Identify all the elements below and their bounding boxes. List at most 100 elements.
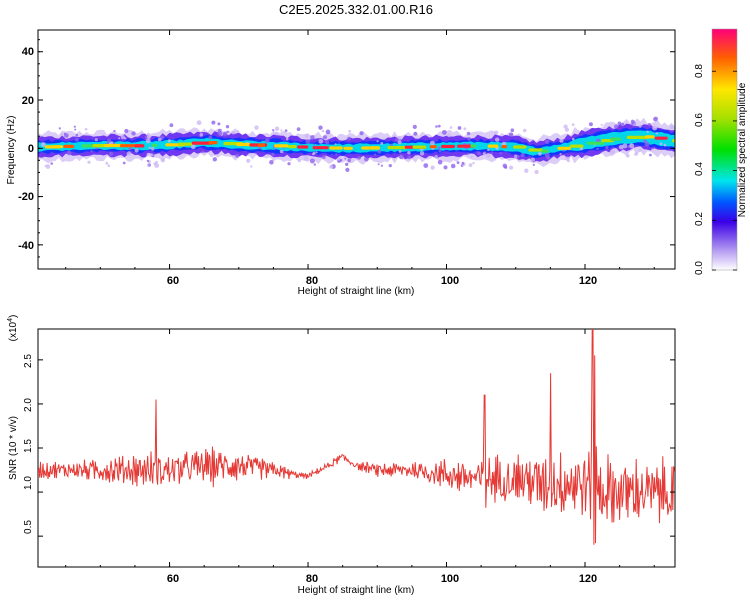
band-speckle: [509, 165, 514, 170]
band-speckle: [614, 124, 619, 129]
band-speckle: [312, 153, 315, 156]
colorbar-tick-0.6: 0.6: [694, 113, 705, 127]
bottom-xtick-100: 100: [441, 573, 459, 585]
snr-frame: [37, 328, 676, 568]
band-speckle: [629, 143, 635, 149]
band-speckle: [211, 120, 216, 125]
bottom-y-axis-label: SNR (10 * v/v): [8, 416, 19, 480]
band-speckle: [318, 125, 323, 130]
band-speckle: [284, 129, 288, 132]
bottom-ytick-1.5: 1.5: [23, 439, 34, 453]
band-speckle: [222, 131, 228, 137]
band-core-segment: [288, 145, 297, 149]
top-xtick-120: 120: [579, 275, 597, 287]
band-speckle: [304, 133, 309, 139]
band-core-segment: [654, 136, 668, 140]
band-speckle: [663, 143, 667, 147]
band-speckle: [472, 161, 475, 165]
bottom-xtick-80: 80: [306, 573, 318, 585]
bottom-ytick-2.5: 2.5: [23, 354, 34, 368]
band-speckle: [626, 153, 630, 158]
band-speckle: [470, 155, 473, 158]
band-speckle: [160, 158, 165, 163]
band-speckle: [347, 136, 351, 141]
band-core-segment: [441, 144, 455, 149]
band-speckle: [167, 139, 171, 143]
band-speckle: [407, 151, 411, 155]
band-speckle: [485, 153, 491, 159]
band-speckle: [122, 161, 126, 165]
band-speckle: [274, 131, 279, 136]
band-speckle: [226, 130, 229, 133]
band-speckle: [74, 137, 79, 142]
band-core-segment: [387, 146, 408, 150]
top-ytick-20: 20: [22, 95, 34, 107]
band-speckle: [318, 138, 324, 144]
colorbar-label: Normalized spectral amplitude: [737, 82, 748, 217]
band-speckle: [435, 125, 438, 128]
band-speckle: [430, 165, 435, 170]
top-ytick-40: 40: [22, 46, 34, 58]
band-speckle: [538, 152, 542, 156]
band-speckle: [634, 152, 638, 156]
band-speckle: [467, 137, 471, 141]
band-speckle: [344, 157, 347, 160]
band-speckle: [468, 163, 473, 168]
band-speckle: [600, 123, 603, 126]
band-speckle: [148, 146, 151, 150]
band-speckle: [84, 127, 88, 131]
band-core-segment: [191, 141, 213, 145]
band-speckle: [419, 151, 425, 156]
band-speckle: [564, 127, 570, 132]
band-core-segment: [329, 146, 343, 150]
band-speckle: [73, 125, 76, 128]
band-speckle: [651, 148, 654, 151]
band-core-segment: [312, 146, 329, 150]
band-speckle: [447, 133, 451, 138]
band-speckle: [199, 133, 204, 137]
band-speckle: [90, 150, 93, 153]
band-speckle: [482, 152, 486, 156]
colorbar-tick-0: 0.0: [694, 261, 705, 275]
band-speckle: [201, 150, 204, 153]
colorbar-tick-0.8: 0.8: [694, 64, 705, 78]
band-speckle: [653, 116, 658, 122]
band-speckle: [434, 155, 438, 159]
band-speckle: [646, 130, 649, 133]
band-speckle: [105, 161, 109, 165]
band-speckle: [380, 164, 383, 167]
band-speckle: [59, 133, 63, 136]
band-speckle: [323, 135, 327, 140]
band-speckle: [297, 159, 301, 163]
band-speckle: [644, 141, 650, 147]
band-speckle: [107, 138, 112, 143]
band-speckle: [571, 123, 575, 126]
band-speckle: [516, 155, 520, 159]
band-speckle: [376, 140, 379, 143]
band-speckle: [280, 129, 283, 132]
band-core-segment: [134, 144, 145, 148]
top-x-axis-label: Height of straight line (km): [298, 286, 415, 297]
band-speckle: [146, 135, 151, 139]
band-speckle: [313, 163, 316, 166]
band-speckle: [638, 124, 642, 128]
band-speckle: [463, 127, 467, 131]
band-speckle: [150, 147, 155, 151]
band-speckle: [430, 140, 435, 146]
band-speckle: [450, 163, 456, 169]
band-speckle: [449, 126, 453, 129]
band-core-segment: [369, 146, 381, 150]
colorbar: 0.0 0.2 0.4 0.6 0.8 Normalized spectral …: [694, 28, 748, 275]
band-speckle: [279, 149, 284, 154]
band-speckle: [499, 152, 502, 155]
band-speckle: [107, 164, 111, 167]
band-speckle: [45, 164, 51, 169]
band-speckle: [559, 153, 562, 155]
band-speckle: [563, 124, 568, 129]
bottom-ytick-0.5: 0.5: [23, 520, 34, 534]
band-speckle: [190, 144, 196, 150]
band-speckle: [254, 125, 259, 130]
band-speckle: [377, 163, 380, 166]
band-speckle: [310, 135, 315, 140]
band-speckle: [423, 163, 429, 169]
